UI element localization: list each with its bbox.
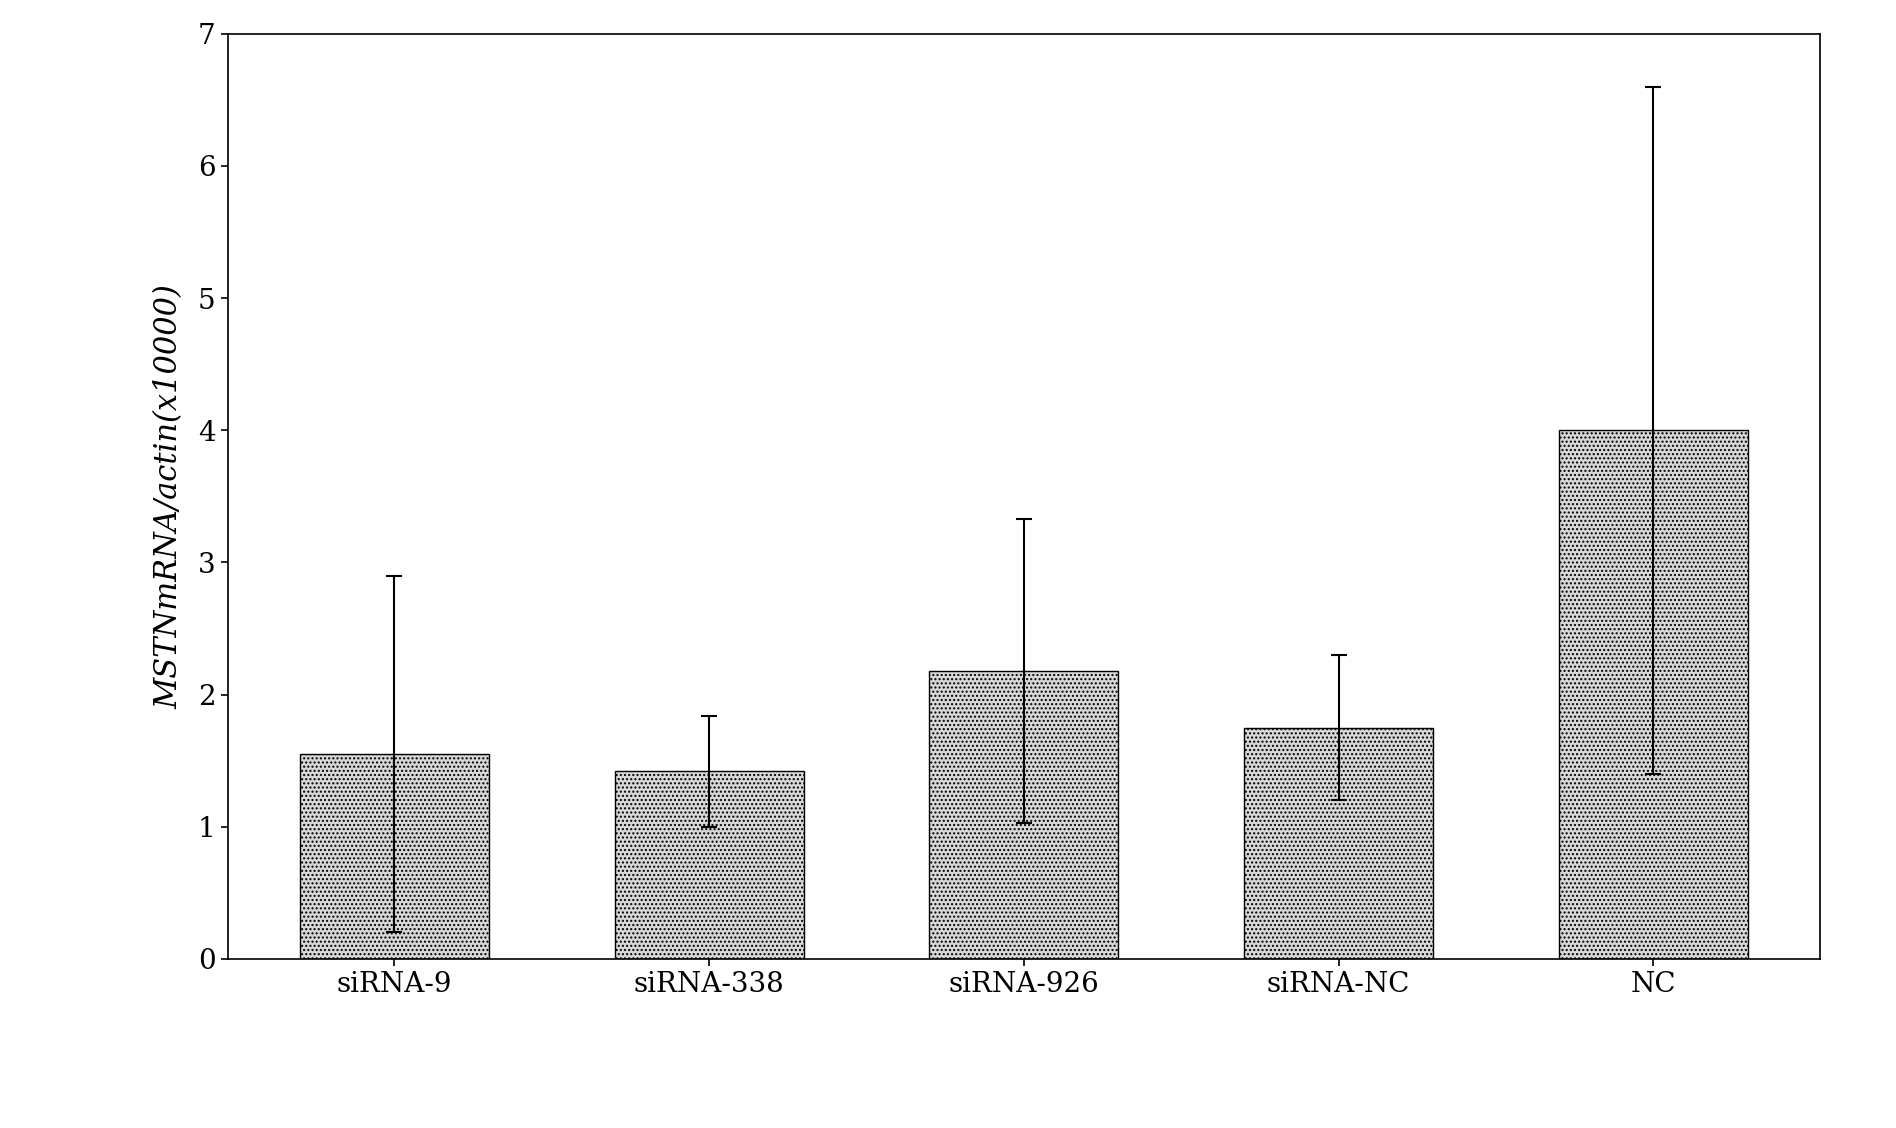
Bar: [614, 772, 804, 959]
Y-axis label: MSTNmRNA/actin(x10000): MSTNmRNA/actin(x10000): [154, 284, 184, 708]
Bar: [1244, 728, 1433, 959]
Bar: [300, 754, 489, 959]
Bar: [1559, 430, 1748, 959]
Bar: [929, 671, 1119, 959]
